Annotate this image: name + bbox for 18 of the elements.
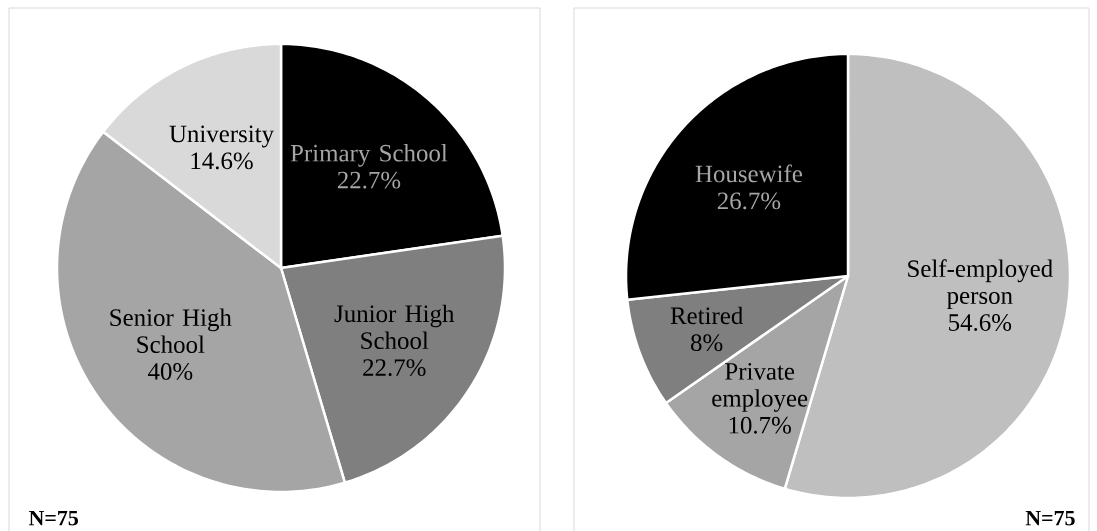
data-label: 54.6% bbox=[949, 314, 1012, 332]
slice-label: Primary School bbox=[290, 144, 448, 167]
data-label: 22.7% bbox=[363, 359, 426, 377]
slice-label: Housewife bbox=[695, 164, 803, 183]
slice-label: University bbox=[169, 125, 274, 148]
data-label: 26.7% bbox=[717, 192, 781, 210]
data-label: 40% bbox=[147, 363, 193, 380]
data-label: 10.7% bbox=[729, 416, 791, 434]
text: N=75 bbox=[1025, 510, 1075, 526]
slice-label: Private employee bbox=[712, 363, 808, 412]
data-label: 14.6% bbox=[191, 152, 253, 170]
slice-label: Retired bbox=[670, 306, 744, 325]
slice-label: Self-employed person bbox=[908, 259, 1053, 310]
slice-label: Junior High School bbox=[334, 304, 455, 350]
data-label: 22.7% bbox=[337, 171, 401, 189]
slice-label: Senior High School bbox=[110, 308, 232, 353]
text: N=75 bbox=[28, 510, 78, 526]
data-label: 8% bbox=[690, 334, 723, 352]
